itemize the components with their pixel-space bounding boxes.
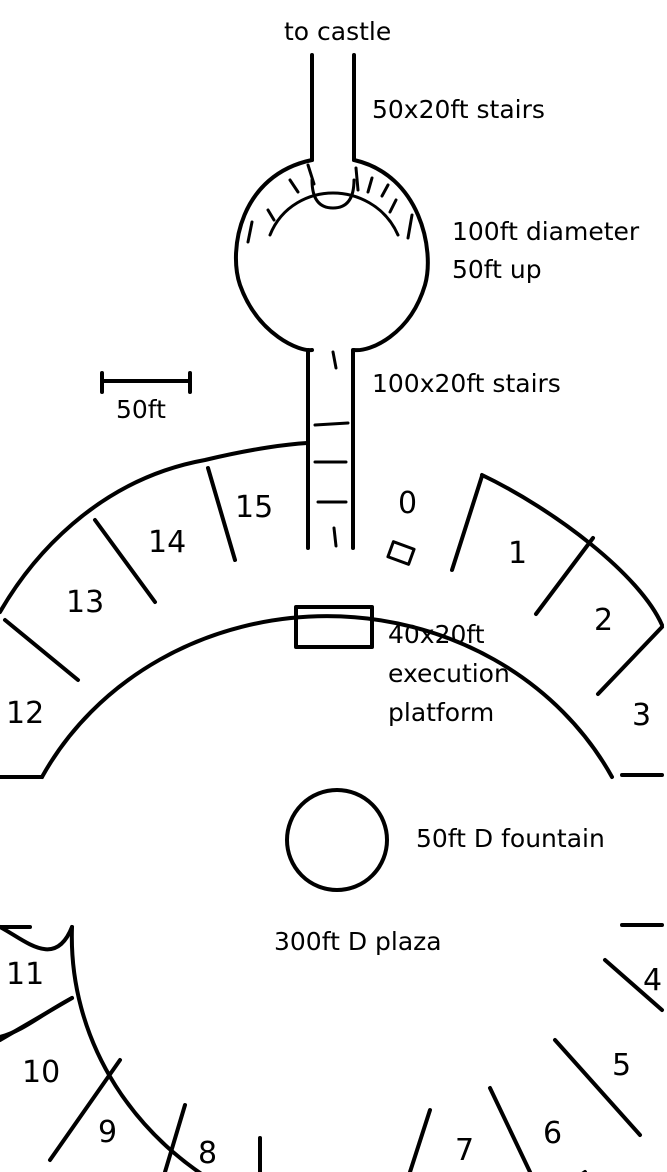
stall-number-10: 10 <box>22 1055 60 1090</box>
execution-platform <box>294 605 374 649</box>
gate-marker-icon <box>386 540 416 566</box>
label-lower-stairs: 100x20ft stairs <box>372 369 561 398</box>
stall-number-4: 4 <box>643 963 662 998</box>
stall-number-15: 15 <box>235 490 273 525</box>
label-to-castle: to castle <box>284 17 391 46</box>
raised-landing <box>233 158 430 353</box>
stall-number-1: 1 <box>508 536 527 571</box>
label-upper-stairs: 50x20ft stairs <box>372 95 545 124</box>
stall-number-0: 0 <box>398 486 417 521</box>
label-landing-diameter: 100ft diameter <box>452 217 640 246</box>
stall-numbers: 0 1 2 3 4 5 6 7 8 9 10 11 12 13 14 15 <box>6 486 662 1171</box>
label-plaza: 300ft D plaza <box>274 927 442 956</box>
fountain <box>285 788 389 892</box>
stall-number-14: 14 <box>148 525 186 560</box>
stall-number-5: 5 <box>612 1048 631 1083</box>
landing-stair-ticks <box>246 163 414 244</box>
lower-stairs <box>306 348 355 550</box>
stall-number-6: 6 <box>543 1116 562 1151</box>
upper-stairs <box>310 53 356 162</box>
label-platform-name: execution <box>388 659 510 688</box>
stall-number-12: 12 <box>6 696 44 731</box>
scale-bar <box>100 371 192 394</box>
label-platform-size: 40x20ft <box>388 620 485 649</box>
stall-number-11: 11 <box>6 957 44 992</box>
stall-number-7: 7 <box>455 1133 474 1168</box>
plaza-boundary <box>0 614 614 1172</box>
label-scale: 50ft <box>116 395 166 424</box>
stall-number-3: 3 <box>632 698 651 733</box>
stall-number-9: 9 <box>98 1115 117 1150</box>
stall-number-2: 2 <box>594 603 613 638</box>
label-landing-height: 50ft up <box>452 255 542 284</box>
stall-ring <box>0 441 664 1172</box>
stall-number-13: 13 <box>66 585 104 620</box>
stall-number-8: 8 <box>198 1136 217 1171</box>
label-platform-type: platform <box>388 698 494 727</box>
label-fountain: 50ft D fountain <box>416 824 605 853</box>
landing-inner-arc <box>268 191 400 237</box>
plaza-lower-arc <box>69 925 587 1172</box>
